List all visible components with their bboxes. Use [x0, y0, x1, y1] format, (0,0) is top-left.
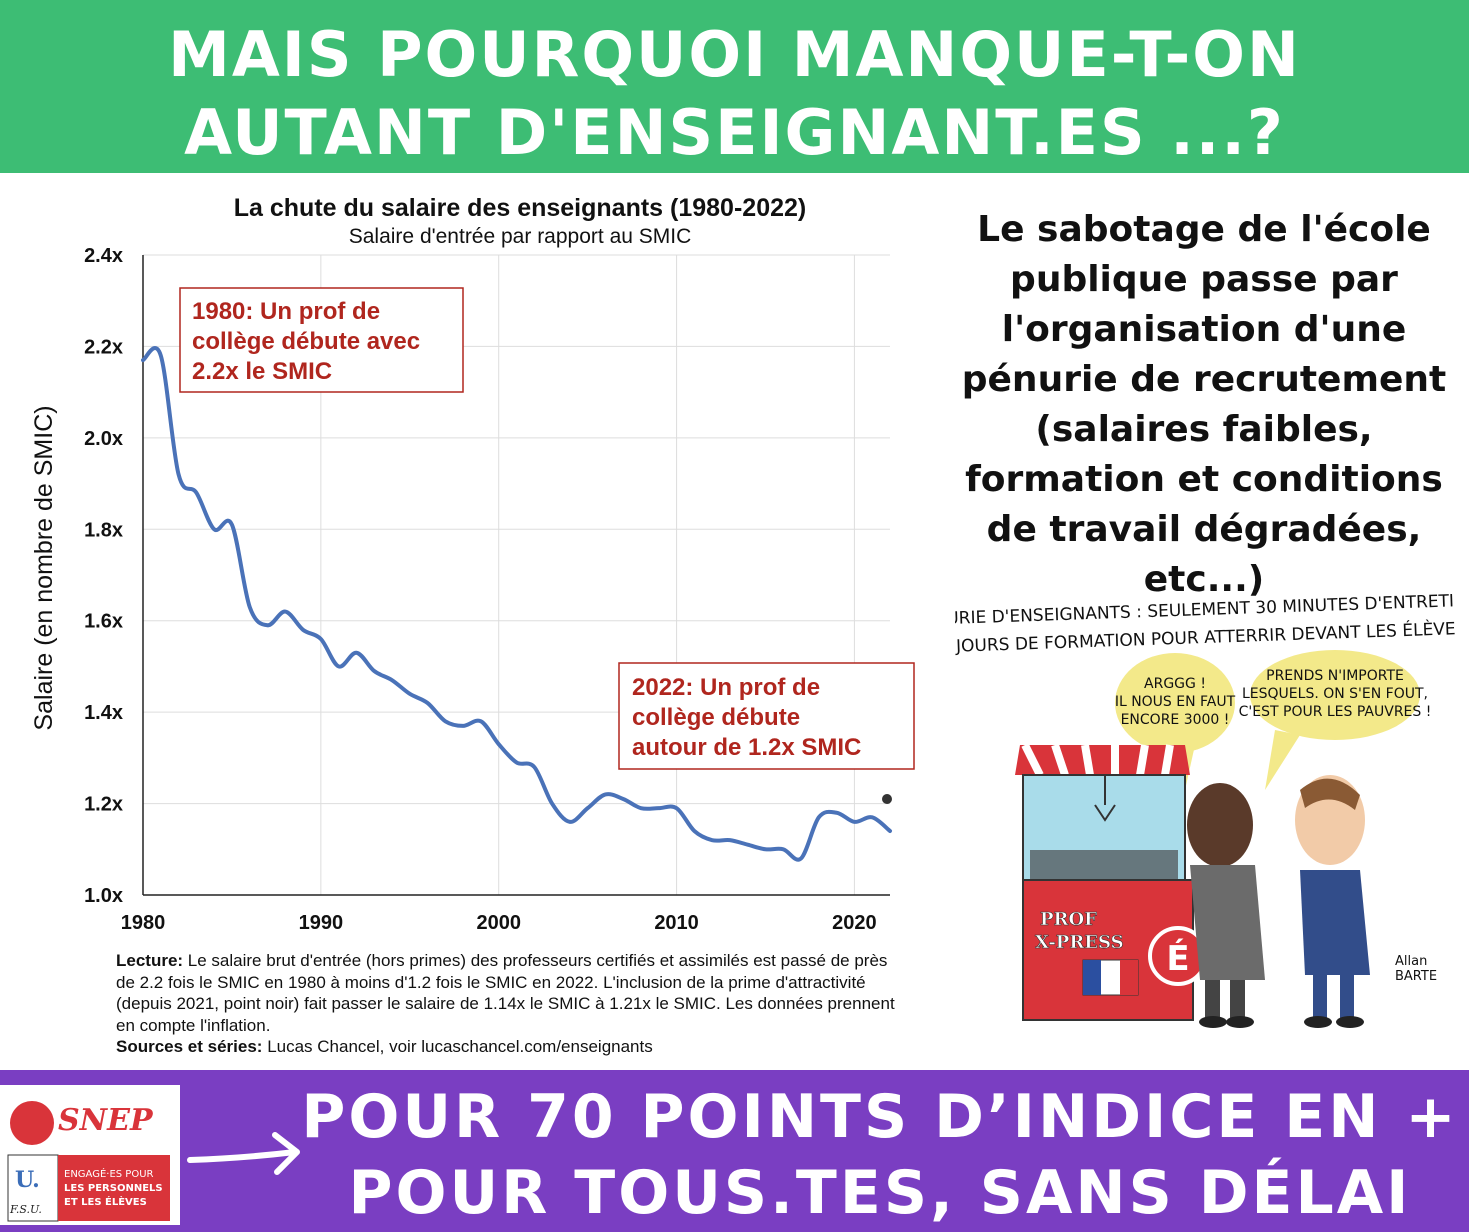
annotation-2022-line-2: collège débute [632, 704, 800, 731]
machine-label-prof: PROF [1040, 909, 1097, 930]
annotation-1980-line-3: 2.2x le SMIC [192, 358, 332, 385]
artist-signature-1: Allan [1395, 954, 1427, 969]
bubble-2-line-3: C'EST POUR LES PAUVRES ! [1239, 704, 1432, 720]
speech-bubble-2: PRENDS N'IMPORTE LESQUELS. ON S'EN FOUT,… [1239, 650, 1432, 790]
bottom-banner: POUR 70 POINTS D’INDICE EN + POUR TOUS.T… [0, 1070, 1469, 1232]
salary-series-line [141, 346, 892, 862]
cartoon-illustration: PÉNURIE D'ENSEIGNANTS : SEULEMENT 30 MIN… [955, 588, 1455, 1028]
fsu-u-logo: U. [15, 1167, 40, 1193]
top-banner: MAIS POURQUOI MANQUE-T-ON AUTANT D'ENSEI… [0, 0, 1469, 173]
annotation-2022-line-3: autour de 1.2x SMIC [632, 734, 861, 761]
character-minister-2 [1295, 775, 1370, 1028]
x-tick-labels: 1980 1990 2000 2010 2020 [121, 912, 877, 934]
y-tick-label: 1.0x [84, 885, 123, 907]
lecture-label: Lecture: [116, 951, 184, 970]
snep-logo-text: SNEP [58, 1103, 154, 1138]
y-tick-label: 2.4x [84, 245, 123, 267]
x-tick-label: 2000 [476, 912, 521, 934]
bubble-2-line-2: LESQUELS. ON S'EN FOUT, [1242, 686, 1428, 702]
y-axis-label: Salaire (en nombre de SMIC) [30, 405, 58, 730]
lecture-text: Le salaire brut d'entrée (hors primes) d… [116, 951, 895, 1035]
chart-title: La chute du salaire des enseignants (198… [233, 194, 807, 222]
headline-line-1: MAIS POURQUOI MANQUE-T-ON [168, 18, 1301, 91]
y-tick-label: 1.2x [84, 794, 123, 816]
side-statement: Le sabotage de l'école publique passe pa… [961, 209, 1447, 600]
annotation-1980-line-1: 1980: Un prof de [192, 298, 380, 325]
sources-text: Lucas Chancel, voir lucaschancel.com/ens… [262, 1037, 653, 1056]
logo-tagline-2: LES PERSONNELS [64, 1183, 163, 1194]
y-tick-label: 2.0x [84, 428, 123, 450]
annotation-1980-line-2: collège débute avec [192, 328, 420, 355]
bubble-1-line-3: ENCORE 3000 ! [1121, 712, 1230, 728]
x-tick-label: 2020 [832, 912, 877, 934]
logo-tagline-1: ENGAGÉ·ES POUR [64, 1167, 154, 1180]
artist-signature-2: BARTE [1395, 969, 1437, 984]
machine-label-xpress: X-PRESS [1035, 932, 1124, 953]
y-tick-label: 1.8x [84, 519, 123, 541]
prime-attractivite-point [882, 794, 892, 804]
headline-line-2: AUTANT D'ENSEIGNANT.ES ...? [184, 96, 1285, 169]
footer-line-1: POUR 70 POINTS D’INDICE EN + [301, 1082, 1459, 1152]
annotation-2022: 2022: Un prof de collège débute autour d… [618, 662, 915, 770]
chart-reading-note: Lecture: Le salaire brut d'entrée (hors … [116, 950, 896, 1058]
bubble-1-line-1: ARGGG ! [1144, 676, 1206, 692]
bubble-2-line-1: PRENDS N'IMPORTE [1266, 668, 1404, 684]
y-tick-labels: 1.0x 1.2x 1.4x 1.6x 1.8x 2.0x 2.2x 2.4x [84, 245, 123, 907]
x-tick-label: 1980 [121, 912, 166, 934]
x-tick-label: 2010 [654, 912, 699, 934]
annotation-2022-line-1: 2022: Un prof de [632, 674, 820, 701]
y-tick-label: 2.2x [84, 336, 123, 358]
sources-label: Sources et séries: [116, 1037, 263, 1056]
character-minister-1 [1187, 783, 1265, 1028]
speech-bubble-1: ARGGG ! IL NOUS EN FAUT ENCORE 3000 ! [1115, 653, 1236, 790]
salary-line-chart: 1.0x 1.2x 1.4x 1.6x 1.8x 2.0x 2.2x 2.4x 1980 199… [30, 245, 915, 934]
snep-fsu-logo: SNEP U. F.S.U. ENGAGÉ·ES POUR LES PERSON… [0, 1085, 180, 1225]
x-tick-label: 1990 [299, 912, 344, 934]
bubble-1-line-2: IL NOUS EN FAUT [1115, 694, 1236, 710]
annotation-1980: 1980: Un prof de collège débute avec 2.2… [179, 287, 464, 393]
fsu-logo-text: F.S.U. [9, 1203, 42, 1216]
y-tick-label: 1.6x [84, 611, 123, 633]
claw-machine: PROF X-PRESS É [1015, 743, 1208, 1021]
footer-line-2: POUR TOUS.TES, SANS DÉLAI [348, 1158, 1412, 1228]
arrow-icon [187, 1132, 300, 1175]
y-tick-label: 1.4x [84, 702, 123, 724]
machine-e-logo: É [1166, 938, 1189, 979]
chart-subtitle: Salaire d'entrée par rapport au SMIC [348, 225, 692, 248]
logo-tagline-3: ET LES ÉLÈVES [64, 1195, 147, 1208]
